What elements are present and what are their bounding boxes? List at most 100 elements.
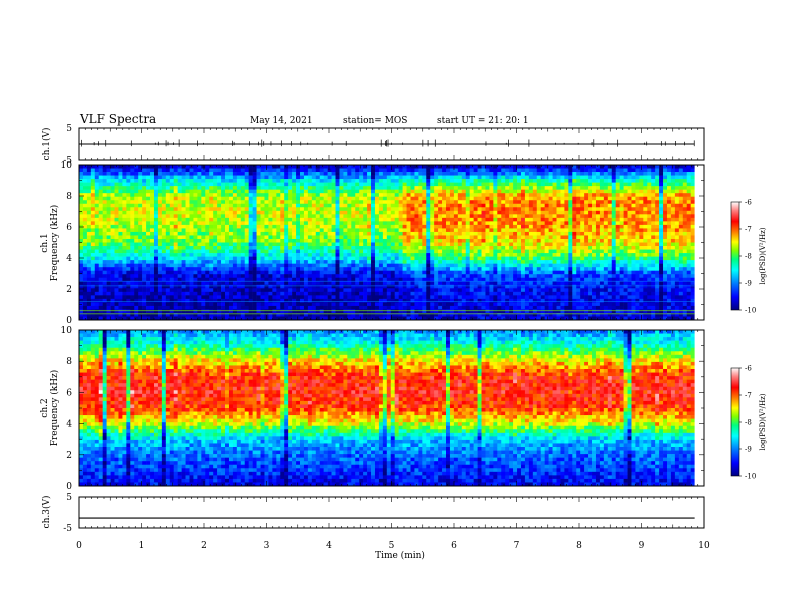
spectrogram-cell: [280, 291, 285, 296]
spectrogram-cell: [146, 309, 151, 314]
spectrogram-cell: [185, 267, 190, 271]
spectrogram-cell: [493, 246, 498, 250]
spectrogram-cell: [90, 246, 96, 250]
spectrogram-cell: [481, 305, 486, 310]
spectrogram-cell: [367, 231, 372, 236]
spectrogram-cell: [240, 284, 246, 289]
spectrogram-cell: [367, 295, 372, 300]
spectrogram-cell: [82, 235, 88, 240]
spectrogram-cell: [114, 305, 119, 310]
spectrogram-cell: [264, 249, 269, 254]
spectrogram-cell: [442, 277, 447, 282]
spectrogram-cell: [82, 228, 88, 233]
spectrogram-cell: [524, 186, 530, 190]
spectrogram-cell: [252, 186, 257, 190]
spectrogram-cell: [469, 193, 474, 197]
spectrogram-cell: [82, 249, 88, 254]
spectrogram-cell: [323, 214, 328, 219]
spectrogram-cell: [252, 217, 257, 222]
spectrogram-cell: [296, 175, 301, 180]
spectrogram-cell: [390, 217, 396, 222]
spectrogram-cell: [465, 228, 470, 233]
spectrogram-cell: [367, 217, 372, 222]
spectrogram-cell: [276, 291, 281, 296]
spectrogram-cell: [351, 186, 356, 190]
spectrogram-cell: [339, 302, 344, 307]
spectrogram-cell: [122, 316, 127, 321]
spectrogram-cell: [319, 203, 324, 208]
spectrogram-cell: [165, 312, 171, 317]
spectrogram-cell: [90, 249, 96, 254]
spectrogram-cell: [94, 203, 100, 208]
spectrogram-cell: [386, 277, 392, 282]
spectrogram-cell: [303, 228, 309, 233]
spectrogram-cell: [339, 281, 344, 286]
spectrogram-cell: [228, 260, 234, 264]
spectrogram-cell: [461, 298, 467, 303]
spectrogram-cell: [378, 302, 384, 307]
spectrogram-cell: [236, 291, 242, 296]
spectrogram-cell: [102, 263, 107, 268]
spectrogram-cell: [374, 312, 380, 317]
spectrogram-cell: [382, 217, 388, 222]
spectrogram-cell: [378, 186, 384, 190]
spectrogram-cell: [323, 309, 328, 314]
spectrogram-cell: [299, 207, 305, 212]
spectrogram-cell: [461, 260, 467, 264]
spectrogram-cell: [307, 256, 313, 261]
spectrogram-cell: [311, 200, 317, 205]
spectrogram-cell: [303, 277, 309, 282]
spectrogram-cell: [303, 182, 309, 187]
spectrogram-cell: [351, 253, 356, 257]
spectrogram-cell: [331, 228, 336, 233]
spectrogram-cell: [481, 214, 486, 219]
spectrogram-cell: [248, 224, 253, 229]
spectrogram-cell: [225, 291, 230, 296]
spectrogram-cell: [114, 253, 119, 257]
spectrogram-cell: [520, 238, 526, 243]
spectrogram-cell: [165, 224, 171, 229]
spectrogram-cell: [177, 207, 182, 212]
spectrogram-cell: [150, 256, 155, 261]
spectrogram-cell: [209, 305, 214, 310]
spectrogram-cell: [481, 316, 486, 321]
spectrogram-cell: [501, 277, 506, 282]
spectrogram-cell: [505, 253, 510, 257]
spectrogram-cell: [236, 207, 242, 212]
spectrogram-cell: [339, 242, 344, 247]
spectrogram-cell: [418, 305, 423, 310]
spectrogram-cell: [505, 179, 510, 183]
spectrogram-cell: [449, 249, 455, 254]
spectrogram-cell: [205, 263, 210, 268]
spectrogram-cell: [517, 224, 522, 229]
spectrogram-cell: [217, 172, 222, 176]
spectrogram-cell: [473, 312, 478, 317]
spectrogram-cell: [453, 263, 459, 268]
spectrogram-cell: [82, 270, 88, 275]
spectrogram-cell: [146, 182, 151, 187]
spectrogram-cell: [315, 179, 321, 183]
spectrogram-cell: [122, 291, 127, 296]
spectrogram-cell: [371, 214, 376, 219]
spectrogram-cell: [130, 221, 135, 226]
spectrogram-cell: [240, 221, 246, 226]
spectrogram-cell: [165, 274, 171, 279]
spectrogram-cell: [114, 260, 119, 264]
spectrogram-cell: [402, 221, 407, 226]
spectrogram-cell: [209, 179, 214, 183]
spectrogram-cell: [272, 235, 277, 240]
spectrogram-cell: [197, 200, 202, 205]
spectrogram-cell: [315, 175, 321, 180]
spectrogram-cell: [513, 224, 518, 229]
spectrogram-cell: [118, 168, 123, 173]
spectrogram-cell: [142, 291, 147, 296]
spectrogram-cell: [457, 193, 463, 197]
spectrogram-cell: [442, 256, 447, 261]
spectrogram-cell: [414, 182, 419, 187]
spectrogram-cell: [319, 295, 324, 300]
spectrogram-cell: [438, 228, 443, 233]
spectrogram-cell: [82, 267, 88, 271]
spectrogram-cell: [79, 253, 84, 257]
spectrogram-cell: [406, 196, 411, 201]
spectrogram-cell: [430, 238, 435, 243]
